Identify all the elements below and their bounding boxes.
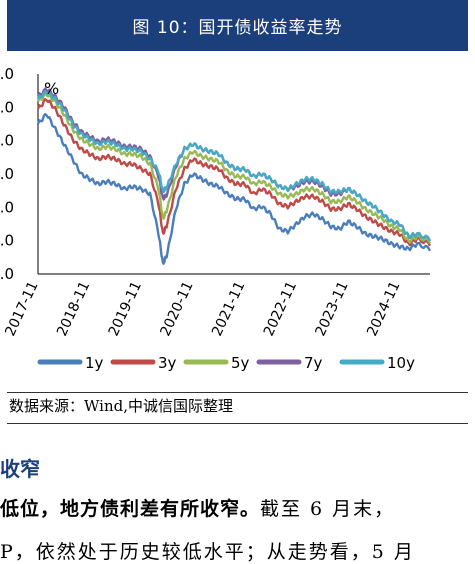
x-axis-ticks: 2017-11 2018-11 2019-11 2020-11 2021-11 2022-… bbox=[2, 279, 403, 339]
series-line-1y bbox=[36, 112, 432, 265]
source-note: 数据来源：Wind,中诚信国际整理 bbox=[9, 397, 233, 415]
body-line-1: 低位，地方债利差有所收窄。截至 6 月末， bbox=[0, 494, 395, 521]
series-lines bbox=[36, 87, 432, 265]
y-tick-label: .0 bbox=[0, 198, 14, 216]
yield-line-chart: .0 .0 .0 .0 .0 .0 .0 2017-11 2018-11 2019-11 2020… bbox=[0, 65, 432, 372]
y-axis-unit-label: % bbox=[44, 79, 59, 98]
x-tick-label: 2024-11 bbox=[364, 279, 403, 339]
x-tick-label: 2021-11 bbox=[209, 279, 248, 339]
series-line-3y bbox=[36, 97, 432, 247]
y-tick-label: .0 bbox=[0, 165, 14, 183]
x-tick-label: 2020-11 bbox=[157, 279, 196, 339]
y-tick-label: .0 bbox=[0, 265, 14, 283]
source-bottom-rule bbox=[7, 423, 468, 424]
y-tick-label: .0 bbox=[0, 132, 14, 150]
body-line-1-rest: 截至 6 月末， bbox=[260, 498, 396, 520]
body-line-1-bold: 低位，地方债利差有所收窄。 bbox=[0, 498, 261, 520]
figure-title: 图 10：国开债收益率走势 bbox=[7, 0, 468, 51]
section-heading: 收窄 bbox=[0, 457, 40, 481]
y-tick-label: .0 bbox=[0, 98, 14, 116]
x-tick-label: 2022-11 bbox=[261, 279, 300, 339]
y-axis-ticks: .0 .0 .0 .0 .0 .0 .0 bbox=[0, 65, 14, 283]
legend-label-1y: 1y bbox=[85, 354, 104, 372]
body-line-2: P，依然处于历史较低水平；从走势看，5 月 bbox=[0, 541, 415, 563]
y-tick-label: .0 bbox=[0, 232, 14, 250]
x-tick-label: 2018-11 bbox=[54, 279, 93, 339]
x-tick-label: 2017-11 bbox=[2, 279, 41, 339]
legend-label-10y: 10y bbox=[387, 354, 415, 372]
series-line-10y bbox=[36, 90, 432, 242]
x-tick-label: 2023-11 bbox=[313, 279, 352, 339]
legend-label-3y: 3y bbox=[158, 354, 177, 372]
legend-label-5y: 5y bbox=[231, 354, 250, 372]
x-tick-label: 2019-11 bbox=[106, 279, 145, 339]
legend-label-7y: 7y bbox=[304, 354, 323, 372]
legend: 1y 3y 5y 7y 10y bbox=[37, 354, 415, 372]
series-line-5y bbox=[36, 92, 432, 244]
source-top-rule bbox=[7, 392, 468, 393]
y-tick-label: .0 bbox=[0, 65, 14, 83]
